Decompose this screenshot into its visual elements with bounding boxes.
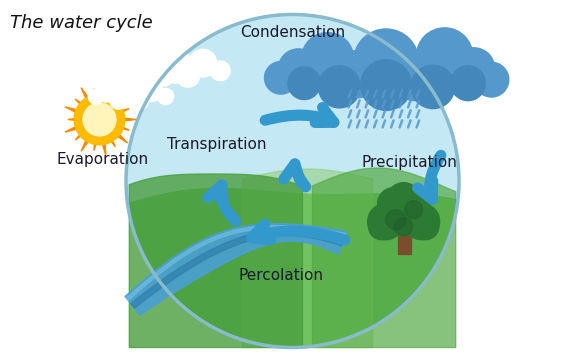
FancyBboxPatch shape [398, 224, 411, 254]
Circle shape [405, 201, 422, 219]
Circle shape [450, 66, 486, 101]
Circle shape [474, 62, 509, 97]
Text: Evaporation: Evaporation [56, 152, 149, 167]
Circle shape [381, 192, 426, 236]
Text: Precipitation: Precipitation [362, 155, 457, 171]
Polygon shape [94, 88, 97, 97]
Polygon shape [65, 107, 78, 113]
FancyArrowPatch shape [418, 155, 441, 199]
Circle shape [211, 61, 230, 81]
Circle shape [361, 60, 411, 110]
Circle shape [453, 48, 495, 90]
Circle shape [288, 67, 321, 100]
Circle shape [126, 62, 145, 80]
Text: The water cycle: The water cycle [10, 14, 153, 32]
Circle shape [109, 91, 128, 109]
Circle shape [157, 88, 174, 105]
Polygon shape [126, 181, 459, 348]
Polygon shape [110, 92, 115, 100]
Circle shape [378, 188, 410, 220]
Circle shape [264, 62, 297, 94]
Circle shape [88, 89, 104, 104]
Polygon shape [131, 230, 343, 308]
Circle shape [333, 51, 380, 98]
Polygon shape [116, 133, 128, 143]
Polygon shape [129, 174, 302, 348]
FancyArrowPatch shape [284, 164, 306, 187]
FancyArrowPatch shape [208, 185, 236, 221]
Circle shape [412, 214, 439, 240]
Polygon shape [110, 139, 115, 147]
Circle shape [129, 90, 149, 110]
Circle shape [95, 81, 117, 102]
Circle shape [398, 188, 429, 220]
Circle shape [411, 65, 455, 109]
Circle shape [367, 204, 404, 240]
Circle shape [391, 51, 440, 101]
Polygon shape [102, 142, 106, 156]
Circle shape [417, 28, 473, 84]
Circle shape [386, 210, 405, 230]
Polygon shape [312, 168, 456, 348]
Polygon shape [65, 126, 78, 132]
Circle shape [369, 214, 395, 240]
Circle shape [404, 204, 440, 240]
Circle shape [387, 183, 421, 217]
Polygon shape [125, 224, 346, 315]
Circle shape [126, 14, 459, 348]
Circle shape [135, 52, 161, 77]
Polygon shape [123, 118, 136, 121]
Circle shape [83, 103, 116, 136]
Polygon shape [116, 96, 128, 106]
Circle shape [301, 33, 354, 85]
Polygon shape [94, 142, 97, 151]
Polygon shape [102, 83, 106, 97]
Text: Condensation: Condensation [240, 25, 345, 40]
Circle shape [395, 218, 412, 236]
Circle shape [159, 49, 192, 83]
FancyArrowPatch shape [252, 224, 345, 240]
Circle shape [353, 29, 419, 94]
Polygon shape [81, 88, 89, 100]
Circle shape [189, 49, 216, 77]
FancyArrowPatch shape [265, 108, 334, 122]
Polygon shape [126, 226, 346, 300]
Circle shape [152, 65, 174, 86]
Polygon shape [68, 118, 76, 121]
Circle shape [176, 64, 199, 87]
Polygon shape [75, 134, 82, 140]
Polygon shape [75, 99, 82, 105]
Polygon shape [121, 126, 129, 130]
Circle shape [74, 94, 125, 145]
Circle shape [318, 66, 360, 108]
Polygon shape [81, 139, 89, 151]
Polygon shape [243, 169, 373, 348]
Text: Percolation: Percolation [238, 268, 324, 283]
Circle shape [278, 49, 318, 89]
Circle shape [115, 79, 143, 107]
Text: Transpiration: Transpiration [167, 137, 266, 152]
Circle shape [140, 79, 163, 101]
Polygon shape [121, 109, 129, 113]
